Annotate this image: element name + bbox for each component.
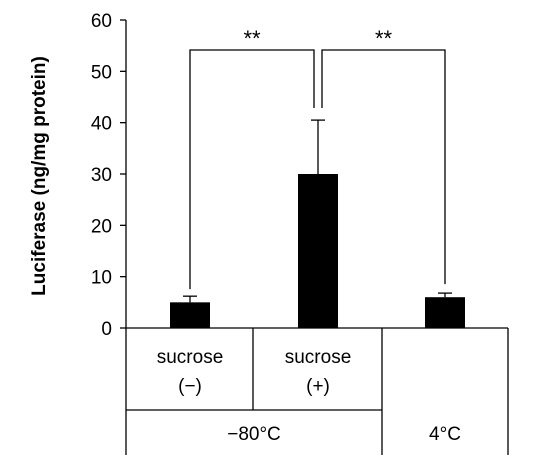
significance-label: ** — [243, 26, 261, 51]
group-label: 4°C — [429, 424, 461, 445]
bar — [425, 297, 465, 328]
significance-bracket — [189, 49, 315, 290]
category-label: sucrose — [157, 347, 224, 368]
y-tick-label: 40 — [91, 114, 112, 135]
y-tick-label: 50 — [91, 62, 112, 83]
y-tick-label: 0 — [101, 319, 112, 340]
y-tick-label: 10 — [91, 268, 112, 289]
bar — [298, 174, 338, 328]
significance-bracket — [321, 49, 446, 285]
category-label: (−) — [178, 376, 202, 397]
category-label: (+) — [306, 376, 330, 397]
y-axis-label: Luciferase (ng/mg protein) — [29, 56, 50, 296]
y-tick-label: 60 — [91, 11, 112, 32]
group-label: −80°C — [227, 424, 281, 445]
y-tick-label: 20 — [91, 216, 112, 237]
bar — [170, 302, 210, 328]
y-tick-label: 30 — [91, 165, 112, 186]
category-label: sucrose — [285, 347, 352, 368]
significance-label: ** — [375, 26, 393, 51]
